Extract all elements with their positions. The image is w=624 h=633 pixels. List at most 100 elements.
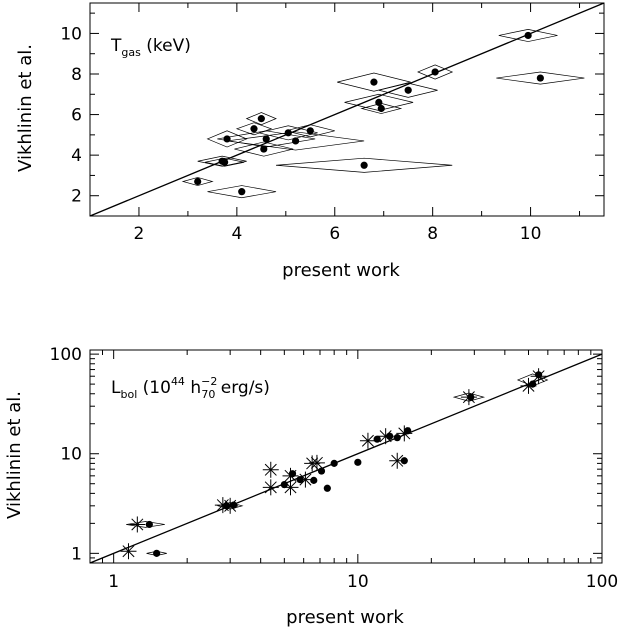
data-point [400,457,408,465]
y-tick-label: 10 [60,445,82,465]
data-point [354,458,362,466]
annotation-sub: bol [120,388,137,401]
data-point [393,434,401,442]
data-point [375,98,383,106]
y-tick-label: 1 [71,544,82,564]
annotation-rest: (keV) [141,36,191,56]
data-points [194,31,544,196]
star-marker [359,432,376,449]
temperature-panel: 2 4 6 8 10 2 4 6 8 10 Tgas (keV) present work Vik… [15,2,605,281]
data-point [467,393,475,401]
error-diamond [245,112,277,126]
data-point [373,435,381,443]
plot-frame [89,349,603,564]
annotation-main: T [110,36,122,56]
y-axis-label: Vikhlinin et al. [4,391,25,519]
data-point [284,129,292,137]
annotation-sub: gas [121,46,141,59]
y-tick-label: 8 [71,65,82,85]
error-diamond [285,124,335,138]
x-tick-label: 10 [347,572,369,592]
error-diamond [235,122,273,136]
data-points [145,371,543,557]
data-point [257,115,265,123]
x-tick-label: 100 [586,572,618,592]
data-point [153,549,161,557]
one-to-one-line [89,2,605,217]
data-point [292,137,300,145]
x-tick-label: 2 [134,224,145,244]
error-diamond [181,177,214,186]
star-marker [389,452,406,469]
error-diamond [146,550,167,556]
x-tick-label: 4 [231,224,242,244]
error-diamond [360,103,403,114]
error-diamond [498,29,558,42]
star-marker [120,543,137,560]
error-diamond [197,155,247,167]
data-point [280,480,288,489]
data-point [377,104,385,113]
data-point [370,78,378,86]
data-point [145,520,153,529]
data-point [288,470,297,478]
panel-annotation: Tgas (keV) [110,36,191,59]
star-markers [120,368,547,560]
annotation-rest2: h [185,378,201,398]
data-point [306,127,314,135]
ticks [89,350,603,563]
data-point [250,125,258,133]
annotation-sub2: 70 [201,388,215,401]
data-point [296,475,304,484]
star-marker [262,461,279,478]
data-point [404,86,412,94]
data-point [360,161,368,169]
tick-labels: 2 4 6 8 10 2 4 6 8 10 [60,24,541,244]
error-diamond [516,373,549,387]
x-tick-label: 10 [520,224,542,244]
data-point [330,459,338,467]
error-diamond [337,72,411,92]
y-tick-label: 10 [60,24,82,44]
panel-annotation: Lbol (1044 h−2 70 erg/s) [111,375,270,401]
error-diamond [207,185,277,199]
x-tick-label: 8 [427,224,438,244]
data-point [222,502,231,510]
error-diamond [452,392,486,402]
y-tick-label: 100 [50,345,82,365]
star-marker [129,516,146,533]
plot-frame [89,2,605,217]
data-point [536,74,544,82]
data-point [431,68,439,76]
annotation-rest3: erg/s) [215,378,270,398]
error-diamond [378,82,438,98]
y-axis-label: Vikhlinin et al. [15,44,36,172]
data-point [223,135,231,143]
annotation-rest1: (10 [137,378,171,398]
data-point [535,371,543,379]
error-diamond [344,93,414,111]
data-point [529,380,537,388]
data-point [386,432,394,440]
error-diamonds [181,29,585,199]
data-point [404,427,412,435]
data-point [194,177,202,186]
ticks [89,3,604,217]
annotation-sup1: 44 [171,375,185,388]
error-diamond [258,125,318,141]
data-point [260,145,268,153]
star-marker [262,479,279,496]
x-tick-label: 1 [108,572,119,592]
data-point [323,484,331,492]
star-marker [308,454,325,471]
data-point [262,135,270,143]
x-tick-label: 6 [329,224,340,244]
y-tick-label: 6 [71,106,82,126]
error-diamond [417,64,454,80]
y-tick-label: 2 [71,187,82,207]
error-diamond [496,71,585,85]
annotation-main: L [111,378,121,398]
data-point [221,158,229,166]
data-point [317,467,326,475]
